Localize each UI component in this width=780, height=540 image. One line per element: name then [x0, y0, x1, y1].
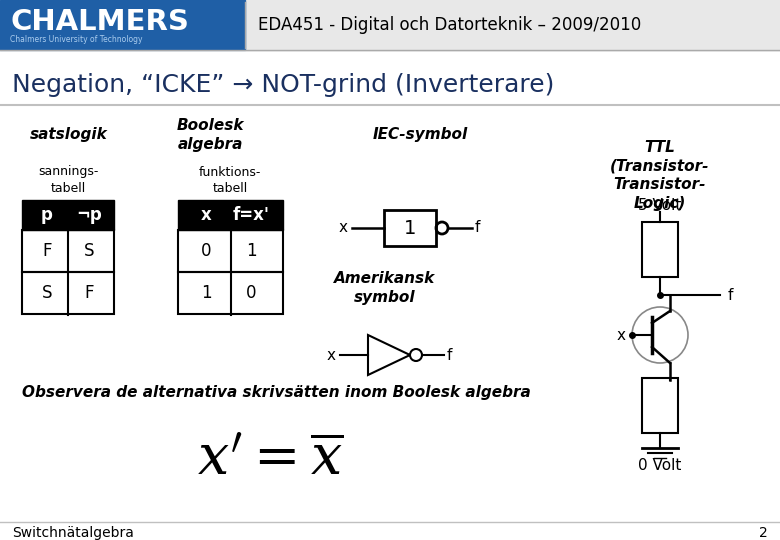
- Text: x: x: [201, 206, 211, 224]
- Text: sannings-
tabell: sannings- tabell: [37, 165, 98, 194]
- Text: EDA451 - Digital och Datorteknik – 2009/2010: EDA451 - Digital och Datorteknik – 2009/…: [258, 16, 641, 34]
- Text: f: f: [728, 287, 733, 302]
- Text: TTL
(Transistor-
Transistor-
Logic): TTL (Transistor- Transistor- Logic): [610, 140, 710, 211]
- Text: Switchnätalgebra: Switchnätalgebra: [12, 526, 134, 540]
- Text: Boolesk
algebra: Boolesk algebra: [176, 118, 243, 152]
- Text: f=x': f=x': [233, 206, 270, 224]
- Text: Amerikansk
symbol: Amerikansk symbol: [335, 271, 435, 305]
- Bar: [245, 0, 780, 50]
- Text: CHALMERS: CHALMERS: [10, 8, 189, 36]
- Text: f: f: [447, 348, 452, 362]
- Bar: [384, 210, 436, 246]
- Text: F: F: [84, 284, 94, 302]
- Text: 0: 0: [201, 242, 211, 260]
- Text: x: x: [327, 348, 336, 362]
- Text: 1: 1: [246, 242, 257, 260]
- Text: Chalmers University of Technology: Chalmers University of Technology: [10, 36, 143, 44]
- Bar: [22, 272, 114, 314]
- Text: 5 Volt: 5 Volt: [638, 198, 682, 213]
- Text: 0: 0: [246, 284, 257, 302]
- Text: f: f: [475, 220, 480, 235]
- Bar: [178, 200, 283, 230]
- Bar: [22, 230, 114, 272]
- Text: 2: 2: [759, 526, 768, 540]
- Bar: [22, 200, 114, 230]
- Text: p: p: [41, 206, 53, 224]
- Text: IEC-symbol: IEC-symbol: [372, 127, 468, 143]
- Text: 0 Volt: 0 Volt: [638, 457, 682, 472]
- Text: F: F: [42, 242, 51, 260]
- Text: S: S: [41, 284, 52, 302]
- Bar: [642, 222, 678, 277]
- Text: satslogik: satslogik: [30, 127, 108, 143]
- Text: 1: 1: [201, 284, 211, 302]
- Text: x: x: [617, 327, 626, 342]
- Text: ¬p: ¬p: [76, 206, 102, 224]
- Text: x: x: [339, 220, 348, 235]
- Text: Observera de alternativa skrivsätten inom Boolesk algebra: Observera de alternativa skrivsätten ino…: [22, 384, 530, 400]
- Bar: [0, 0, 245, 50]
- Bar: [178, 230, 283, 272]
- Text: $x' = \overline{x}$: $x' = \overline{x}$: [197, 433, 343, 487]
- Text: funktions-
tabell: funktions- tabell: [199, 165, 261, 194]
- Bar: [178, 272, 283, 314]
- Text: S: S: [84, 242, 94, 260]
- Text: Negation, “ICKE” → NOT-grind (Inverterare): Negation, “ICKE” → NOT-grind (Inverterar…: [12, 73, 555, 97]
- Bar: [642, 378, 678, 433]
- Text: 1: 1: [404, 219, 417, 238]
